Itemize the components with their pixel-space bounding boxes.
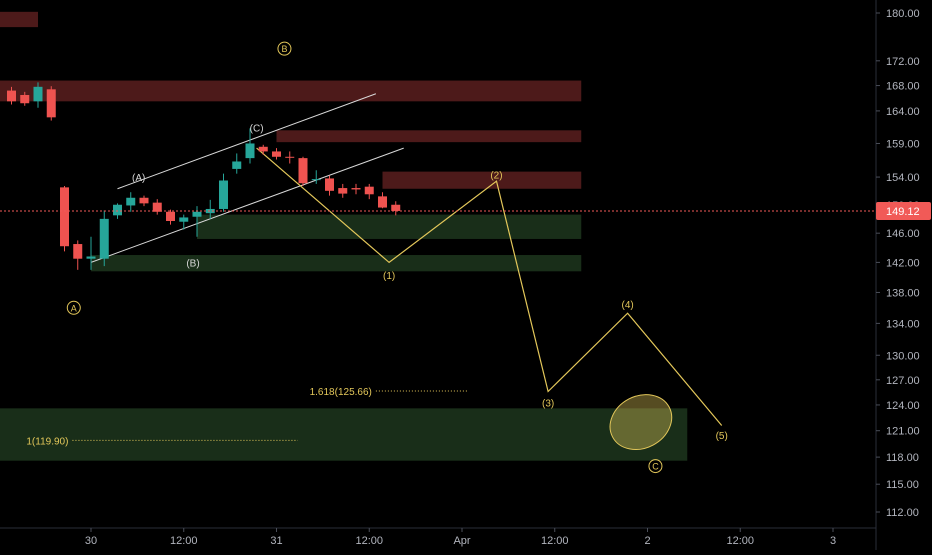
candle-layer [7, 82, 401, 270]
x-tick-label: 2 [644, 535, 650, 547]
x-tick-label: Apr [453, 535, 470, 547]
x-tick-label: 31 [270, 535, 282, 547]
candle-body [219, 180, 228, 209]
y-axis[interactable]: 112.00 115.00 118.00 121.00 124.00 127.00 130.… [875, 0, 920, 550]
fib-level-label: 1.618(125.66) [310, 387, 372, 398]
circled-wave-marker [277, 41, 292, 56]
wave-layer [256, 147, 723, 450]
circled-wave-label: B [281, 44, 287, 54]
trend-line [117, 93, 377, 190]
demand-zone [197, 214, 582, 239]
candle-body [86, 256, 96, 259]
wave-label: (3) [542, 398, 554, 409]
zones-layer [0, 11, 688, 461]
y-tick-label: 118.00 [886, 452, 919, 464]
y-tick-label: 164.00 [886, 106, 920, 118]
candle-body [338, 188, 348, 194]
y-tick-label: 112.00 [886, 507, 919, 519]
demand-zone [0, 408, 688, 461]
circled-wave-label: C [652, 462, 659, 472]
demand-zone [91, 255, 582, 272]
x-tick-label: 12:00 [355, 535, 383, 547]
wave-label: (1) [383, 271, 395, 282]
x-tick-label: 12:00 [170, 535, 198, 547]
y-tick-label: 172.00 [886, 56, 920, 68]
circled-wave-marker [66, 300, 81, 315]
candle-body [311, 179, 321, 181]
x-tick-label: 12:00 [726, 535, 754, 547]
candle-body [391, 204, 401, 211]
candle-body [272, 151, 281, 157]
y-tick-label: 115.00 [886, 479, 919, 491]
candle-body [7, 90, 16, 102]
candle-body [46, 89, 56, 118]
y-tick-label: 180.00 [886, 8, 920, 20]
supply-zone [0, 11, 38, 28]
candle-body [33, 86, 43, 102]
y-tick-label: 121.00 [886, 426, 920, 438]
wave-label: (B) [186, 258, 199, 269]
current-price-tag: 149.12 [876, 201, 931, 220]
y-tick-label: 159.00 [886, 138, 920, 150]
y-tick-label: 142.00 [886, 257, 920, 269]
y-tick-label: 146.00 [886, 228, 920, 240]
candle-body [60, 187, 69, 247]
x-tick-label: 12:00 [541, 535, 569, 547]
y-tick-label: 124.00 [886, 400, 920, 412]
candle-body [258, 146, 268, 152]
current-price-label: 149.12 [886, 206, 920, 218]
candle-body [166, 211, 175, 222]
candle-body [179, 217, 189, 222]
wave-label: (5) [716, 431, 728, 442]
candle-body [378, 196, 387, 208]
candle-body [232, 161, 242, 169]
y-tick-label: 134.00 [886, 318, 920, 330]
wave-label: (2) [490, 170, 502, 181]
candle-body [245, 143, 255, 159]
y-tick-label: 154.00 [886, 172, 920, 184]
circled-wave-label: A [71, 303, 77, 313]
candle-body [113, 204, 122, 216]
candle-body [126, 197, 136, 206]
candle-body [205, 208, 215, 214]
trend-line [90, 147, 404, 263]
candle-body [139, 197, 149, 204]
y-tick-label: 168.00 [886, 81, 920, 93]
x-tick-label: 3 [830, 535, 836, 547]
supply-zone [0, 80, 582, 102]
x-tick-label: 30 [85, 535, 97, 547]
label-layer: (A) (B) (C) (1) (2) (3) (4) (5) A B C [66, 41, 728, 474]
y-tick-label: 130.00 [886, 350, 920, 362]
wave-label: (A) [132, 173, 145, 184]
candle-body [285, 156, 295, 158]
candle-body [20, 94, 30, 104]
candle-body [298, 158, 308, 184]
candle-body [192, 211, 202, 217]
candle-body [73, 244, 83, 259]
target-zone-ellipse [609, 394, 673, 450]
current-price-tag-bg [876, 201, 931, 220]
candle-body [325, 178, 334, 191]
candle-body [99, 218, 109, 259]
supply-zone [276, 130, 582, 143]
candle-body [152, 202, 162, 212]
x-axis[interactable]: 30 12:00 31 12:00 Apr 12:00 2 12:00 3 [0, 527, 876, 547]
trend-layer [90, 93, 404, 263]
candle-body [351, 188, 361, 190]
fib-level-label: 1(119.90) [26, 436, 68, 447]
wave-label: (C) [250, 124, 264, 135]
y-tick-label: 127.00 [886, 375, 920, 387]
fib-layer: 1.618(125.66) 1(119.90) [26, 387, 469, 447]
candle-body [364, 186, 374, 195]
supply-zone [382, 171, 582, 189]
elliott-wave-path [256, 147, 723, 426]
circled-wave-marker [648, 459, 663, 474]
wave-label: (4) [622, 300, 634, 311]
y-tick-label: 138.00 [886, 287, 920, 299]
